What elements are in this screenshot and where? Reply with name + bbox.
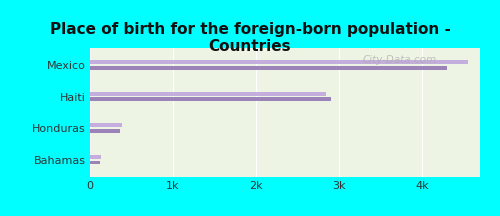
Bar [90, 155, 101, 159]
Text: City-Data.com: City-Data.com [363, 55, 437, 65]
Bar [90, 123, 122, 127]
Bar [90, 66, 447, 70]
Bar [90, 60, 468, 64]
Bar [90, 129, 120, 133]
Text: Place of birth for the foreign-born population -
Countries: Place of birth for the foreign-born popu… [50, 22, 450, 54]
Bar [90, 92, 326, 95]
Bar [90, 97, 330, 101]
Bar [90, 161, 100, 164]
